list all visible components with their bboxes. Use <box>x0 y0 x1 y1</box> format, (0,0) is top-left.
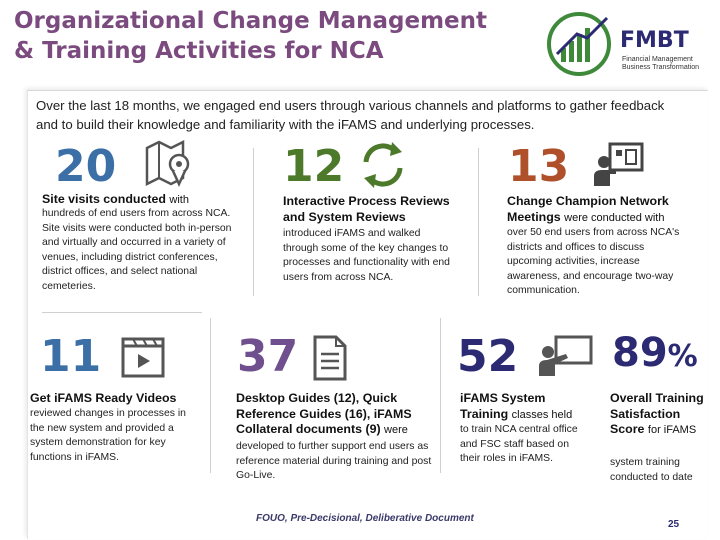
row-separator <box>42 312 202 313</box>
training-number: 52 <box>457 331 519 382</box>
document-icon <box>312 334 348 382</box>
content-panel <box>27 90 708 539</box>
videos-body: reviewed changes in processes in the new… <box>30 408 186 463</box>
training-body: to train NCA central office and FSC staf… <box>460 424 578 464</box>
cycle-arrows-icon <box>356 140 410 190</box>
map-pin-icon <box>143 138 197 188</box>
site-visits-head: Site visits conducted with <box>42 192 189 206</box>
videos-head: Get iFAMS Ready Videos <box>30 391 177 405</box>
champion-body: over 50 end users from across NCA's dist… <box>507 227 680 296</box>
teacher-icon <box>538 334 594 378</box>
videos-number: 11 <box>40 331 102 382</box>
fmbt-logo <box>543 8 713 76</box>
process-reviews-number: 12 <box>283 141 345 192</box>
site-visits-body: hundreds of end users from across NCA. S… <box>42 208 232 292</box>
divider <box>440 318 441 473</box>
presenter-icon <box>592 140 646 190</box>
satisfaction-number: 89% <box>612 330 698 376</box>
classification-footer: FOUO, Pre-Decisional, Deliberative Docum… <box>256 513 474 524</box>
process-reviews-body: introduced iFAMS and walked through some… <box>283 228 450 283</box>
divider <box>478 148 479 296</box>
title-line-1: Organizational Change Management <box>14 8 488 34</box>
logo-subtitle: Financial Management Business Transforma… <box>622 56 700 71</box>
logo-name: FMBT <box>620 28 689 53</box>
divider <box>253 148 254 296</box>
intro-text: Over the last 18 months, we engaged end … <box>36 98 665 132</box>
guides-head: Desktop Guides (12), Quick Reference Gui… <box>236 391 412 436</box>
title-line-2: & Training Activities for NCA <box>14 38 384 64</box>
training-head: iFAMS System Training classes held <box>460 391 573 421</box>
champion-head: Change Champion Network Meetings were co… <box>507 194 669 224</box>
slide-title: Organizational Change Management & Train… <box>14 6 534 66</box>
champion-number: 13 <box>508 141 570 192</box>
satisfaction-body: system training conducted to date <box>610 457 693 483</box>
site-visits-number: 20 <box>55 141 117 192</box>
process-reviews-head: Interactive Process Reviews and System R… <box>283 194 450 224</box>
video-icon <box>120 336 166 380</box>
guides-body: developed to further support end users a… <box>236 441 432 481</box>
satisfaction-head: Overall Training Satisfaction Score for … <box>610 391 704 436</box>
page-number: 25 <box>668 519 680 530</box>
guides-number: 37 <box>237 331 299 382</box>
divider <box>210 318 211 473</box>
